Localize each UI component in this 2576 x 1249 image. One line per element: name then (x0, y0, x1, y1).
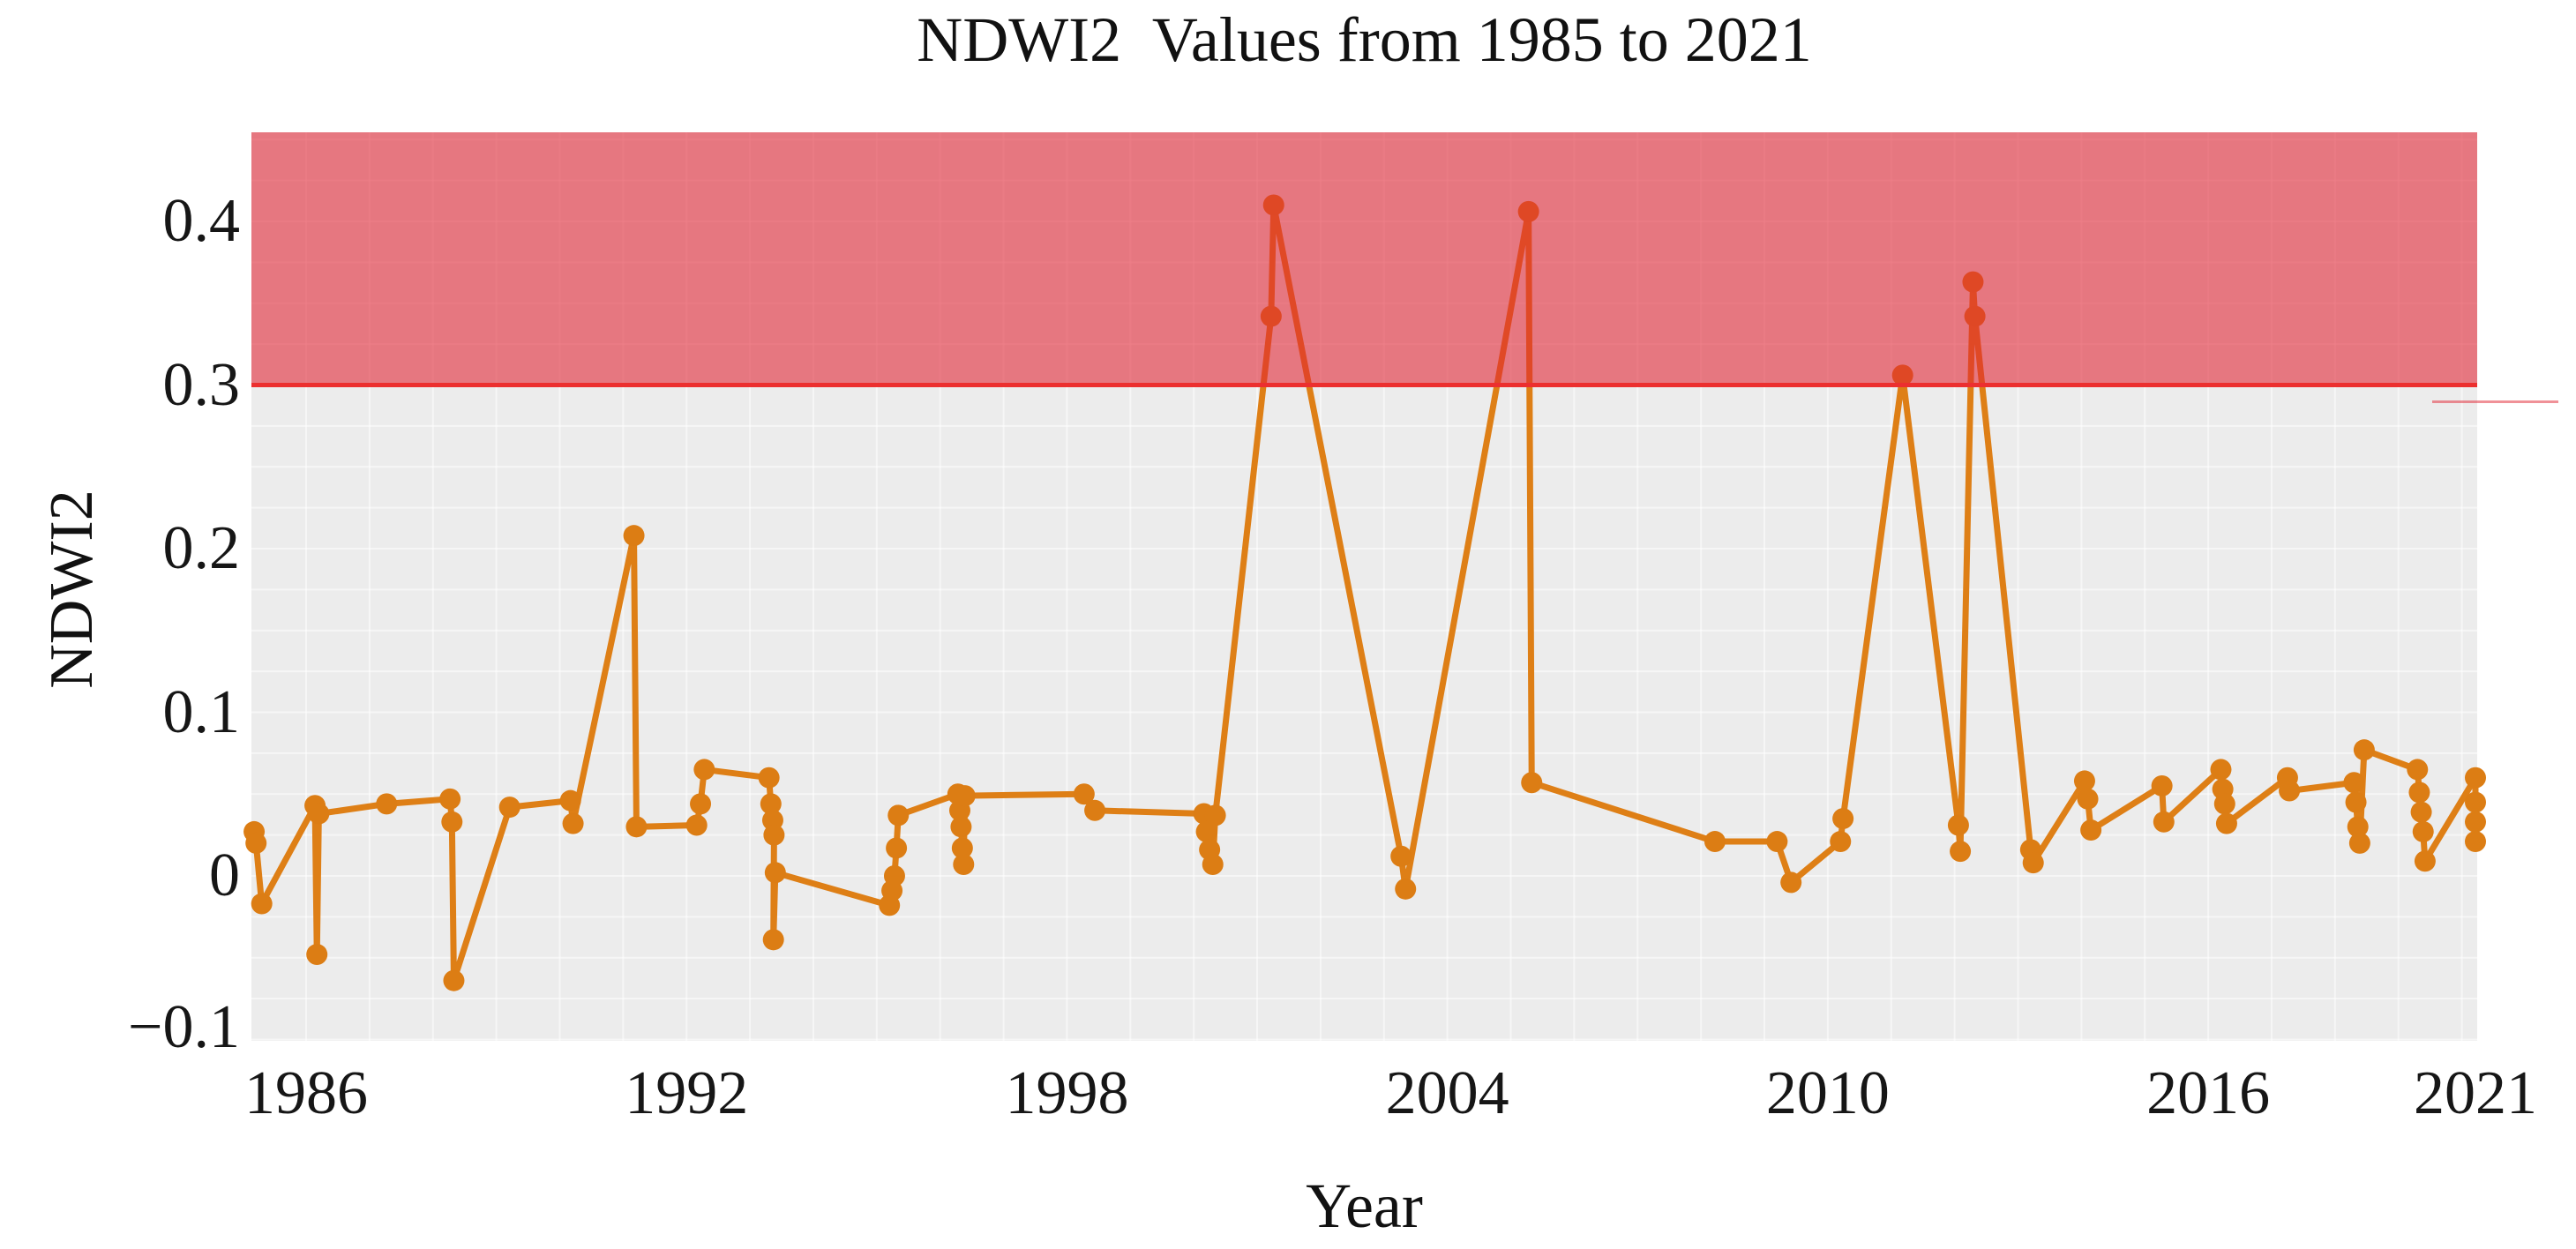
data-point (1202, 854, 1224, 876)
data-point (1073, 783, 1095, 805)
data-point (1780, 871, 1802, 894)
x-tick-label: 2016 (2146, 1059, 2271, 1127)
x-tick-label: 2004 (1385, 1059, 1509, 1127)
data-point (2073, 770, 2095, 792)
data-point (762, 929, 784, 951)
data-point (2465, 767, 2486, 789)
x-tick-label: 1998 (1005, 1059, 1129, 1127)
data-point (439, 788, 461, 810)
data-point (2080, 819, 2102, 841)
y-tick-label: 0.4 (162, 187, 241, 255)
threshold-band (251, 132, 2477, 385)
data-point (2465, 791, 2486, 813)
data-point (441, 811, 463, 833)
data-point (690, 793, 712, 815)
data-point (376, 793, 398, 815)
data-point (559, 789, 581, 811)
data-point (1947, 814, 1969, 836)
data-point (2213, 793, 2235, 815)
data-point (443, 969, 465, 991)
data-point (1950, 841, 1972, 863)
data-point (498, 797, 520, 819)
data-point (2408, 782, 2430, 804)
data-point (2343, 772, 2365, 794)
data-point (886, 837, 908, 859)
data-point (2465, 831, 2486, 853)
data-point (2077, 788, 2099, 810)
y-tick-label: 0.1 (162, 677, 241, 746)
y-tick-label: 0.3 (162, 350, 241, 419)
data-point (2407, 759, 2429, 781)
data-point (245, 832, 267, 854)
data-point (1084, 799, 1106, 821)
data-point (954, 785, 976, 807)
data-point (308, 803, 330, 825)
data-point (685, 814, 708, 836)
data-point (2353, 739, 2375, 761)
data-point (2210, 759, 2232, 781)
data-point (2414, 850, 2436, 872)
data-point (950, 816, 972, 838)
data-point (2345, 791, 2367, 813)
y-tick-label: 0 (209, 841, 240, 909)
data-point (2153, 811, 2175, 833)
data-point (2022, 852, 2044, 874)
y-tick-label: 0.2 (162, 514, 241, 582)
data-point (1390, 845, 1412, 867)
data-point (1832, 808, 1854, 830)
data-point (625, 816, 648, 838)
x-axis-title: Year (1306, 1170, 1423, 1241)
data-point (2412, 820, 2434, 842)
data-point (2410, 801, 2432, 823)
data-point (2465, 811, 2486, 833)
data-point (883, 865, 905, 886)
data-point (758, 767, 780, 789)
data-point (2348, 832, 2370, 854)
x-tick-label: 1986 (244, 1059, 368, 1127)
y-tick-label: −0.1 (128, 992, 240, 1061)
data-point (623, 525, 645, 547)
data-point (887, 804, 910, 826)
data-point (2347, 816, 2369, 838)
data-point (1204, 804, 1226, 826)
data-point (951, 837, 973, 859)
chart-title: NDWI2 Values from 1985 to 2021 (917, 4, 1812, 75)
data-point (1830, 831, 1852, 853)
x-tick-label: 1992 (625, 1059, 749, 1127)
data-point (953, 854, 975, 876)
data-point (251, 893, 273, 915)
data-point (760, 793, 782, 815)
x-tick-label: 2021 (2414, 1059, 2537, 1127)
data-point (306, 944, 328, 966)
data-point (2151, 774, 2173, 797)
data-point (2279, 780, 2301, 802)
data-point (2215, 812, 2237, 834)
data-point (1195, 820, 1217, 842)
data-point (562, 812, 584, 834)
data-point (1521, 772, 1543, 794)
x-tick-label: 2010 (1765, 1059, 1890, 1127)
data-point (763, 824, 785, 846)
data-point (1704, 831, 1726, 853)
data-point (1395, 878, 1417, 900)
data-point (1766, 831, 1788, 853)
data-point (764, 862, 786, 884)
data-point (693, 759, 715, 781)
